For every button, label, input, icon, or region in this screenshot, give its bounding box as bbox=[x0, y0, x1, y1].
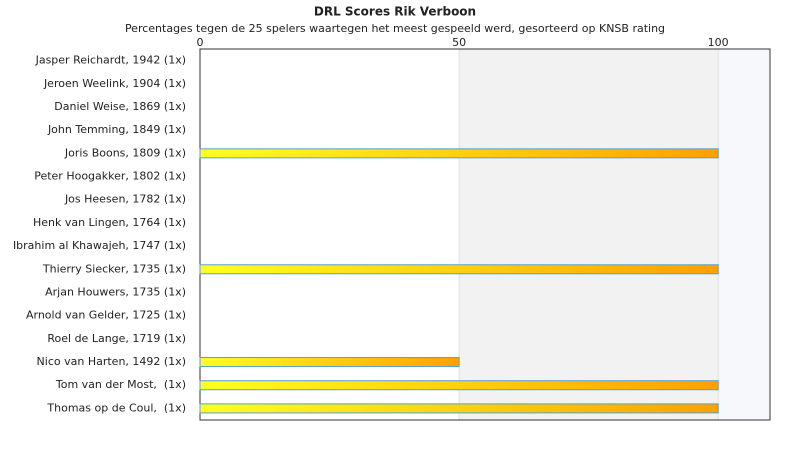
y-tick-label: Peter Hoogakker, 1802 (1x) bbox=[34, 170, 186, 183]
y-tick-label: John Temming, 1849 (1x) bbox=[47, 123, 186, 136]
chart-subtitle: Percentages tegen de 25 spelers waartege… bbox=[125, 22, 665, 35]
bar bbox=[199, 403, 719, 414]
plot-band bbox=[459, 49, 719, 420]
bar bbox=[199, 380, 719, 391]
plot-band bbox=[718, 49, 770, 420]
chart-title: DRL Scores Rik Verboon bbox=[314, 5, 476, 19]
y-tick-label: Ibrahim al Khawajeh, 1747 (1x) bbox=[13, 239, 186, 252]
y-tick-label: Arjan Houwers, 1735 (1x) bbox=[45, 285, 186, 298]
y-tick-label: Daniel Weise, 1869 (1x) bbox=[54, 100, 186, 113]
y-tick-label: Joris Boons, 1809 (1x) bbox=[64, 146, 186, 159]
y-tick-label: Thierry Siecker, 1735 (1x) bbox=[42, 262, 186, 275]
plot-frame bbox=[199, 48, 771, 421]
y-tick-label: Thomas op de Coul, (1x) bbox=[46, 401, 186, 414]
bar bbox=[199, 264, 719, 275]
y-tick-label: Jasper Reichardt, 1942 (1x) bbox=[35, 54, 186, 67]
y-tick-label: Arnold van Gelder, 1725 (1x) bbox=[26, 309, 186, 322]
y-tick-label: Tom van der Most, (1x) bbox=[55, 378, 186, 391]
y-tick-label: Roel de Lange, 1719 (1x) bbox=[47, 332, 186, 345]
x-tick-label: 50 bbox=[452, 36, 466, 49]
bar bbox=[199, 357, 460, 368]
y-tick-label: Nico van Harten, 1492 (1x) bbox=[37, 355, 186, 368]
x-tick-label: 0 bbox=[197, 36, 204, 49]
x-tick-label: 100 bbox=[708, 36, 729, 49]
y-tick-label: Jos Heesen, 1782 (1x) bbox=[64, 193, 186, 206]
y-tick-label: Jeroen Weelink, 1904 (1x) bbox=[43, 77, 186, 90]
bar bbox=[199, 148, 719, 159]
y-tick-label: Henk van Lingen, 1764 (1x) bbox=[33, 216, 186, 229]
